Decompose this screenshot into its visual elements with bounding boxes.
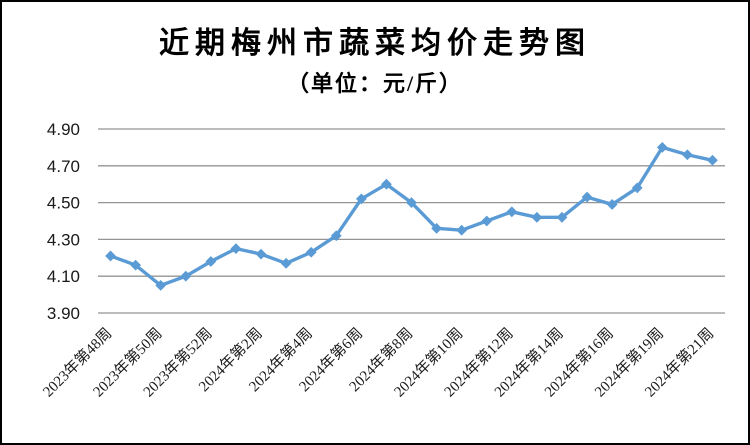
data-point-marker: [230, 243, 242, 254]
data-point-marker: [330, 230, 342, 242]
data-point-marker: [656, 142, 668, 153]
data-point-marker: [631, 182, 643, 194]
y-axis-tick-label: 4.90: [47, 120, 80, 139]
data-point-marker: [707, 154, 718, 166]
y-axis-tick-label: 4.10: [47, 267, 80, 286]
data-point-marker: [305, 246, 317, 258]
data-point-marker: [406, 197, 417, 208]
data-point-marker: [381, 178, 392, 190]
data-point-marker: [481, 215, 493, 227]
chart-title: 近期梅州市蔬菜均价走势图: [159, 27, 591, 60]
data-point-marker: [105, 250, 116, 262]
data-point-marker: [506, 206, 518, 218]
data-point-marker: [205, 256, 217, 267]
data-point-marker: [606, 199, 618, 210]
data-point-marker: [431, 222, 442, 234]
data-point-marker: [255, 248, 267, 260]
y-axis-tick-label: 3.90: [47, 304, 80, 323]
data-point-marker: [581, 191, 593, 203]
y-axis-tick-label: 4.70: [47, 157, 80, 176]
data-point-marker: [456, 224, 468, 236]
price-line: [108, 145, 715, 288]
data-point-marker: [531, 211, 543, 223]
y-axis-tick-label: 4.30: [47, 230, 80, 249]
data-point-marker: [130, 259, 142, 271]
data-point-marker: [155, 280, 167, 291]
chart-subtitle: （单位：元/斤）: [286, 71, 464, 96]
data-point-marker: [681, 149, 693, 161]
data-point-marker: [280, 257, 292, 269]
y-axis-tick-label: 4.50: [47, 194, 80, 213]
data-point-marker: [355, 193, 367, 205]
data-point-marker: [556, 211, 568, 223]
data-point-marker: [180, 270, 192, 282]
